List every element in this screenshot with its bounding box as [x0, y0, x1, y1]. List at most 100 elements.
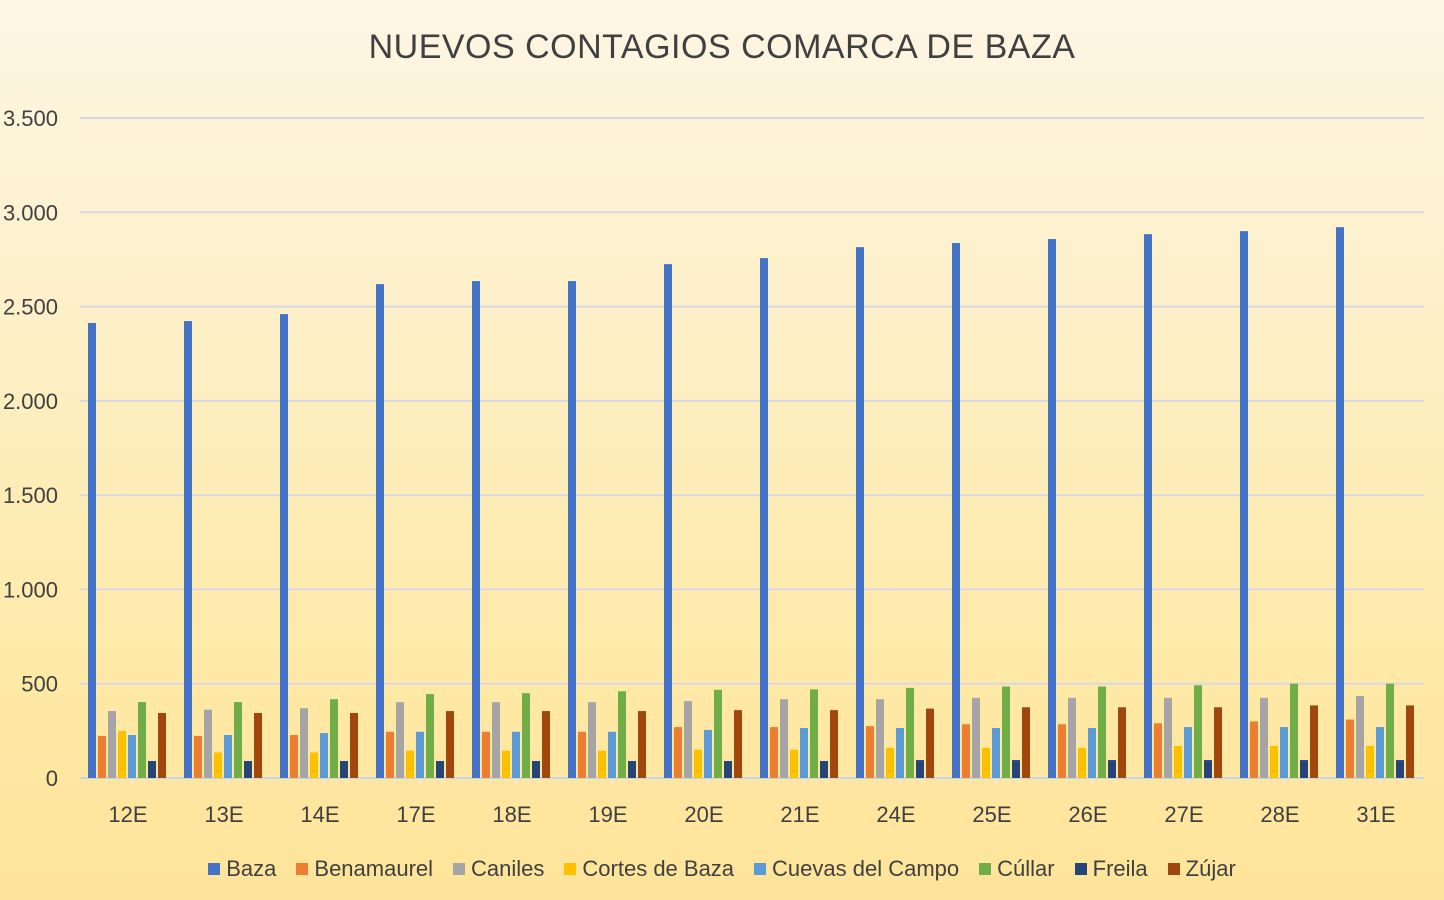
legend-item: Baza [208, 856, 276, 882]
bar-benamaurel [290, 735, 298, 778]
bar-cuevas-del-campo [1280, 727, 1288, 778]
bar-cúllar [714, 689, 722, 778]
legend-label: Freila [1092, 856, 1148, 881]
x-tick-label: 24E [876, 802, 915, 827]
x-tick-label: 25E [972, 802, 1011, 827]
bar-benamaurel [98, 735, 106, 778]
legend-label: Zújar [1185, 856, 1236, 881]
x-tick-label: 19E [588, 802, 627, 827]
bar-cuevas-del-campo [1184, 727, 1192, 778]
bar-baza [1144, 234, 1152, 778]
bar-baza [280, 314, 288, 778]
bar-baza [184, 321, 192, 778]
bar-zújar [158, 712, 166, 778]
bar-freila [916, 760, 924, 778]
bar-cortes-de-baza [1366, 745, 1374, 778]
bar-benamaurel [578, 731, 586, 778]
bar-freila [628, 761, 636, 778]
x-tick-label: 20E [684, 802, 723, 827]
bar-baza [472, 281, 480, 778]
bar-benamaurel [1058, 724, 1066, 778]
legend-item: Cúllar [979, 856, 1055, 882]
bar-freila [340, 761, 348, 778]
bar-baza [952, 243, 960, 779]
legend-label: Baza [226, 856, 277, 881]
legend-item: Caniles [453, 856, 544, 882]
bar-freila [820, 761, 828, 778]
bar-benamaurel [194, 735, 202, 778]
bar-baza [760, 258, 768, 778]
bar-cortes-de-baza [406, 750, 414, 778]
bar-caniles [492, 702, 500, 778]
legend-swatch [296, 863, 309, 875]
bar-zújar [1022, 707, 1030, 778]
legend-swatch [564, 863, 577, 875]
bar-zújar [446, 711, 454, 778]
bar-caniles [876, 699, 884, 778]
bar-cortes-de-baza [502, 750, 510, 778]
bar-cúllar [1194, 685, 1202, 778]
bar-cúllar [522, 693, 530, 778]
bar-cortes-de-baza [1270, 745, 1278, 778]
bar-cuevas-del-campo [224, 735, 232, 778]
bar-cuevas-del-campo [992, 728, 1000, 778]
bar-caniles [1260, 697, 1268, 778]
y-tick-label: 0 [46, 766, 58, 791]
bar-zújar [926, 708, 934, 778]
bar-cuevas-del-campo [416, 731, 424, 778]
bar-cúllar [234, 702, 242, 778]
legend-label: Cúllar [997, 856, 1055, 881]
bar-cuevas-del-campo [1376, 727, 1384, 778]
x-tick-label: 27E [1164, 802, 1203, 827]
bar-cortes-de-baza [598, 750, 606, 778]
legend-swatch [754, 863, 767, 875]
bar-cúllar [810, 689, 818, 778]
bar-cúllar [426, 694, 434, 778]
bar-cúllar [906, 687, 914, 778]
legend-swatch [979, 863, 992, 875]
x-tick-label: 18E [492, 802, 531, 827]
y-tick-label: 500 [21, 672, 58, 697]
y-tick-label: 2.500 [3, 295, 58, 320]
bar-baza [1336, 227, 1344, 778]
bar-benamaurel [386, 731, 394, 778]
x-tick-label: 14E [300, 802, 339, 827]
bar-freila [244, 761, 252, 778]
bar-benamaurel [1250, 721, 1258, 778]
bar-cuevas-del-campo [704, 729, 712, 778]
bar-benamaurel [674, 727, 682, 778]
bar-cúllar [1386, 683, 1394, 778]
bar-cortes-de-baza [1174, 745, 1182, 778]
x-tick-label: 28E [1260, 802, 1299, 827]
x-tick-label: 31E [1356, 802, 1395, 827]
bar-caniles [1164, 697, 1172, 778]
x-tick-label: 17E [396, 802, 435, 827]
bar-benamaurel [962, 724, 970, 778]
bar-benamaurel [770, 727, 778, 778]
bar-zújar [1310, 705, 1318, 778]
bar-benamaurel [1154, 723, 1162, 778]
y-tick-label: 1.000 [3, 577, 58, 602]
legend-item: Zújar [1167, 856, 1236, 882]
bar-baza [664, 264, 672, 779]
bar-cuevas-del-campo [320, 733, 328, 778]
bar-benamaurel [482, 731, 490, 778]
legend-label: Caniles [471, 856, 545, 881]
bar-baza [1048, 239, 1056, 778]
bar-zújar [1214, 707, 1222, 778]
bar-caniles [684, 701, 692, 778]
bar-cortes-de-baza [982, 747, 990, 778]
bar-freila [148, 761, 156, 778]
y-tick-label: 3.500 [3, 106, 58, 131]
bar-freila [1396, 760, 1404, 778]
bar-freila [724, 761, 732, 778]
bar-cortes-de-baza [118, 731, 126, 778]
bar-zújar [542, 711, 550, 778]
legend-item: Cortes de Baza [564, 856, 734, 882]
bar-caniles [204, 709, 212, 778]
bar-cúllar [1098, 686, 1106, 778]
legend-label: Cuevas del Campo [772, 856, 960, 881]
bar-cúllar [1290, 683, 1298, 778]
bar-cortes-de-baza [1078, 747, 1086, 778]
x-tick-label: 26E [1068, 802, 1107, 827]
